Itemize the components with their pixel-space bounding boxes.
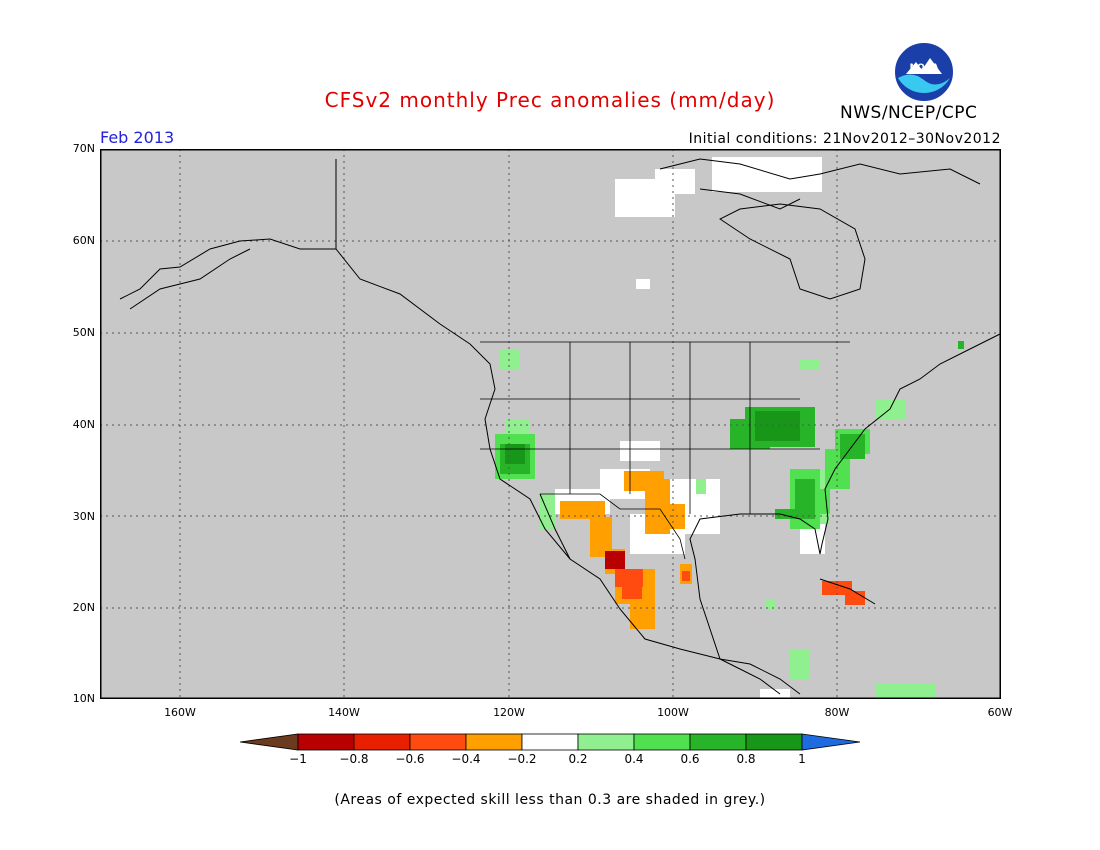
colorbar-cell-gt-1 [801,733,861,751]
dry-anomaly-darkred [605,551,625,569]
colorbar-cell-2 [353,733,411,751]
colorbar-cell-8 [689,733,747,751]
logo-text: NOAA [910,63,939,73]
coastlines [119,158,1001,695]
colorbar-label: 0.6 [680,752,700,766]
lon-label-140w: 140W [328,706,360,719]
colorbar-cell-6 [577,733,635,751]
chart-title: CFSv2 monthly Prec anomalies (mm/day) [324,88,776,112]
colorbar-cell-1 [297,733,355,751]
colorbar-cell-5 [521,733,579,751]
colorbar-label: 1 [798,752,806,766]
colorbar-label: 0.2 [568,752,588,766]
colorbar-label: −0.8 [339,752,369,766]
colorbar-label: −0.4 [451,752,481,766]
colorbar-cell-3 [409,733,467,751]
colorbar-cell-9 [745,733,803,751]
lat-label-70n: 70N [72,142,95,155]
organization-label: NWS/NCEP/CPC [840,103,978,123]
lon-label-60w: 60W [987,706,1013,719]
noaa-logo: NOAA [892,40,956,104]
lat-label-40n: 40N [72,418,95,431]
lat-label-50n: 50N [72,326,95,339]
colorbar [240,733,861,751]
colorbar-label: −0.6 [395,752,425,766]
colorbar-cell-4 [465,733,523,751]
skill-note: (Areas of expected skill less than 0.3 a… [334,792,766,808]
graticule [100,149,1001,699]
colorbar-label: 0.8 [736,752,756,766]
lat-label-30n: 30N [72,510,95,523]
colorbar-cell-lt-minus1 [240,733,299,751]
colorbar-label: −1 [289,752,307,766]
wet-anomaly-strongest [505,411,800,464]
lon-label-80w: 80W [824,706,850,719]
map-background [100,149,1001,699]
lon-label-160w: 160W [164,706,196,719]
lat-label-20n: 20N [72,601,95,614]
lon-label-100w: 100W [657,706,689,719]
lat-label-10n: 10N [72,692,95,705]
colorbar-label: 0.4 [624,752,644,766]
lon-label-120w: 120W [493,706,525,719]
anomaly-map [100,149,1001,699]
map-frame [100,149,1001,699]
initial-conditions: Initial conditions: 21Nov2012–30Nov2012 [688,131,1001,147]
forecast-month: Feb 2013 [100,128,175,147]
colorbar-label: −0.2 [507,752,537,766]
colorbar-cell-7 [633,733,691,751]
political-boundaries [480,341,850,560]
lat-label-60n: 60N [72,234,95,247]
